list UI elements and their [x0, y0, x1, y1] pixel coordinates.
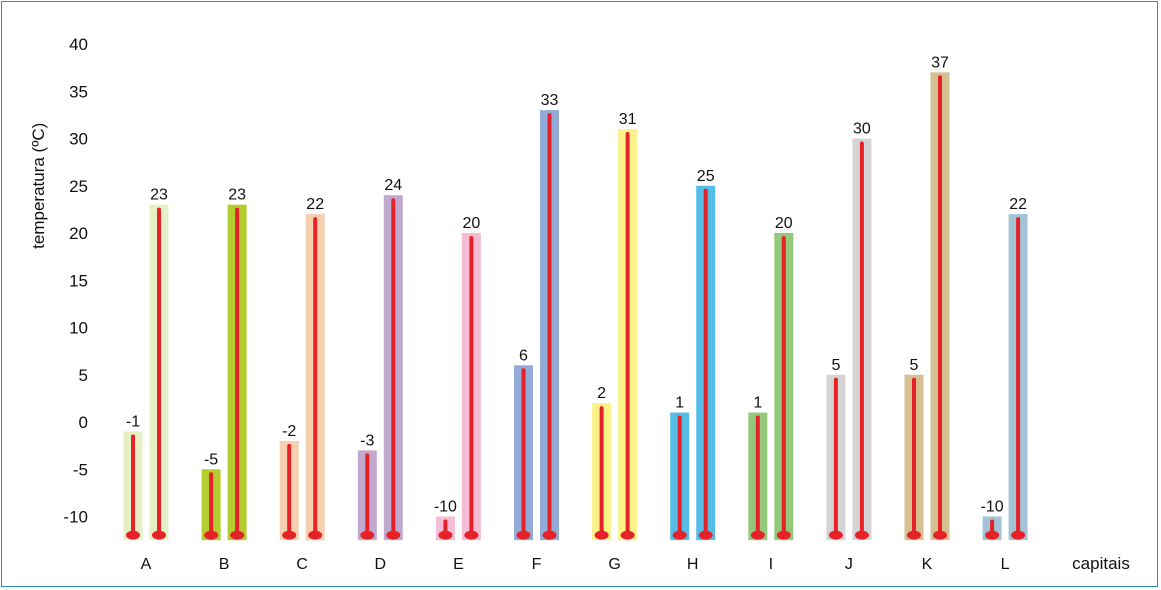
- data-label: 33: [541, 92, 559, 109]
- bars: -1 23 -5 23 -2 22 -3 24 -10 20 6 33 2 31 1 25 1 20 5 30 5 37 -…: [123, 54, 1028, 541]
- x-axis-categories: A B C D E F G H I J K L: [141, 556, 1010, 573]
- data-label: -1: [126, 413, 140, 430]
- data-label: 22: [306, 196, 324, 213]
- category-label: A: [141, 556, 152, 573]
- data-label: 1: [675, 395, 684, 412]
- thermometer-bulb: [933, 530, 947, 540]
- y-tick-label: 30: [69, 130, 88, 149]
- thermometer-bulb: [828, 530, 843, 540]
- thermometer-bulb: [542, 530, 557, 540]
- category-label: B: [219, 556, 230, 573]
- y-tick-label: 35: [69, 82, 88, 101]
- y-tick-label: 20: [69, 224, 88, 243]
- data-label: -3: [360, 432, 374, 449]
- x-axis-label: capitais: [1072, 554, 1130, 573]
- data-label: 24: [384, 177, 402, 194]
- data-label: 5: [831, 357, 840, 374]
- data-label: 5: [910, 357, 919, 374]
- thermometer-bulb: [750, 530, 765, 540]
- category-label: J: [845, 556, 853, 573]
- data-label: 1: [753, 395, 762, 412]
- y-tick-label: 40: [69, 35, 88, 54]
- data-label: 6: [519, 347, 528, 364]
- y-axis-label: temperatura (ºC): [29, 123, 48, 249]
- thermometer-bulb: [985, 530, 1000, 540]
- thermometer-bulb: [386, 530, 401, 540]
- y-axis-ticks: 40 35 30 25 20 15 10 5 0 -5 -10: [63, 35, 88, 527]
- thermometer-bulb: [1011, 530, 1026, 540]
- thermometer-bulb: [776, 530, 791, 540]
- data-label: 30: [853, 121, 871, 138]
- category-label: E: [453, 556, 464, 573]
- data-label: 31: [619, 111, 637, 128]
- data-label: -10: [434, 499, 457, 516]
- data-label: -10: [981, 499, 1004, 516]
- data-label: 2: [597, 385, 606, 402]
- data-label: 23: [228, 187, 246, 204]
- thermometer-bulb: [854, 530, 869, 540]
- thermometer-bulb: [230, 530, 245, 540]
- thermometer-bulb: [594, 530, 609, 540]
- thermometer-bulb: [516, 530, 531, 540]
- category-label: D: [375, 556, 387, 573]
- category-label: F: [532, 556, 542, 573]
- thermometer-bulb: [308, 530, 323, 540]
- data-label: 20: [775, 215, 793, 232]
- thermometer-bulb: [620, 530, 635, 540]
- thermometer-bulb: [464, 530, 479, 540]
- y-tick-label: 10: [69, 319, 88, 338]
- category-label: G: [608, 556, 620, 573]
- thermometer-bulb: [907, 530, 921, 540]
- thermometer-bulb: [282, 530, 297, 540]
- y-tick-label: -5: [73, 460, 88, 479]
- y-tick-label: 15: [69, 271, 88, 290]
- category-label: L: [1001, 556, 1010, 573]
- thermometer-bulb: [152, 530, 166, 540]
- data-label: 37: [931, 54, 949, 71]
- thermometer-bulb: [126, 530, 140, 540]
- thermometer-bulb: [204, 530, 219, 540]
- data-label: 20: [463, 215, 481, 232]
- category-label: K: [922, 556, 933, 573]
- thermometer-bulb: [438, 530, 453, 540]
- y-tick-label: 0: [79, 413, 88, 432]
- data-label: -5: [204, 451, 218, 468]
- y-tick-label: 25: [69, 177, 88, 196]
- category-label: I: [769, 556, 773, 573]
- data-label: -2: [282, 423, 296, 440]
- y-tick-label: -10: [63, 508, 88, 527]
- data-label: 25: [697, 168, 715, 185]
- thermometer-bulb: [672, 530, 687, 540]
- category-label: C: [296, 556, 308, 573]
- y-tick-label: 5: [79, 366, 88, 385]
- category-label: H: [687, 556, 699, 573]
- data-label: 22: [1009, 196, 1027, 213]
- thermometer-bulb: [698, 530, 713, 540]
- thermometer-bulb: [360, 530, 375, 540]
- data-label: 23: [150, 187, 168, 204]
